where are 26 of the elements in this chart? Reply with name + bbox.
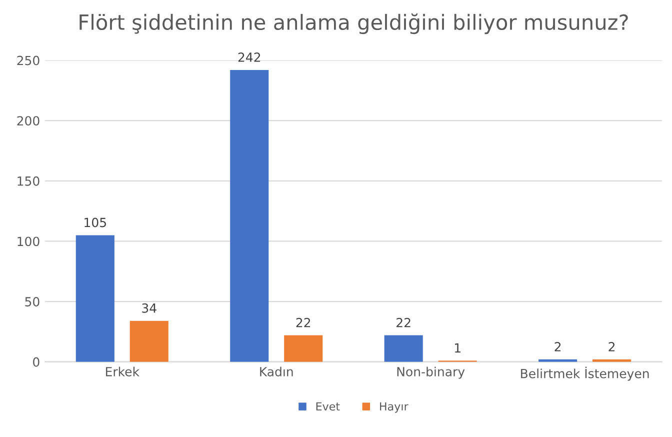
y-tick-label: 100 <box>18 236 40 246</box>
legend-label: Hayır <box>380 402 408 413</box>
data-label: 105 <box>84 218 106 228</box>
bar <box>230 70 269 362</box>
x-tick-label: Kadın <box>260 366 293 376</box>
y-tick-label: 0 <box>33 357 40 367</box>
data-label: 34 <box>142 303 156 313</box>
x-tick-label: Belirtmek İstemeyen <box>521 366 649 381</box>
bar <box>76 235 114 362</box>
legend-label: Evet <box>316 402 340 411</box>
data-label: 2 <box>608 342 615 352</box>
data-label: 1 <box>454 343 460 352</box>
chart-title: Flört şiddetinin ne anlama geldiğini biliyor musunuz? <box>80 13 628 34</box>
data-label: 2 <box>554 342 561 352</box>
data-label: 22 <box>396 318 410 328</box>
bar <box>130 320 168 362</box>
x-tick-label: Erkek <box>106 366 140 376</box>
y-tick-label: 150 <box>18 176 40 186</box>
x-tick-label: Non-binary <box>397 366 465 379</box>
y-tick-label: 50 <box>25 297 40 306</box>
bar <box>384 335 423 362</box>
data-label: 242 <box>238 52 260 62</box>
y-tick-label: 200 <box>17 116 40 126</box>
y-tick-label: 250 <box>17 56 40 66</box>
bar <box>284 335 323 362</box>
data-label: 22 <box>296 318 310 328</box>
